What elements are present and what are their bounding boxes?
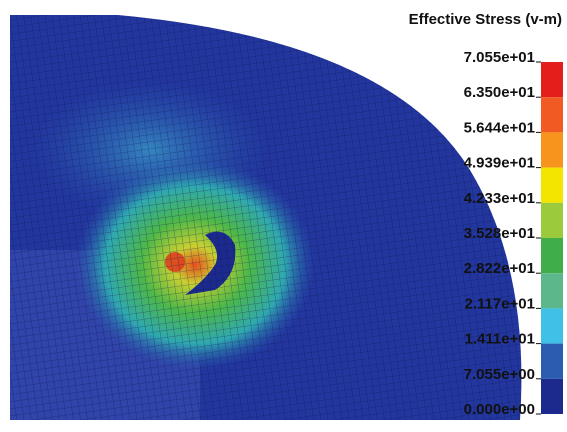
screenshot: Effective Stress (v-m) 7.055e+01 6.350e+0…: [0, 0, 567, 432]
level-label: 3.528e+01: [464, 225, 535, 242]
color-band: [541, 132, 563, 167]
color-band: [541, 238, 563, 273]
level-label: 6.350e+01: [464, 84, 535, 101]
level-label: 7.055e+00: [464, 366, 535, 383]
level-label: 5.644e+01: [464, 119, 535, 136]
level-label: 2.117e+01: [465, 295, 536, 312]
level-label: 4.233e+01: [464, 190, 535, 207]
color-band: [541, 273, 563, 308]
legend-title: Effective Stress (v-m): [409, 11, 562, 28]
color-band: [541, 97, 563, 132]
level-label: 7.055e+01: [464, 49, 535, 66]
color-band: [541, 203, 563, 238]
color-band: [541, 344, 563, 379]
page: Effective Stress (v-m) 7.055e+01 6.350e+0…: [0, 0, 567, 432]
level-label: 4.939e+01: [464, 155, 535, 172]
color-band: [541, 62, 563, 97]
level-label: 0.000e+00: [464, 401, 535, 418]
level-label: 2.822e+01: [464, 260, 535, 277]
color-band: [541, 168, 563, 203]
level-label: 1.411e+01: [465, 331, 536, 348]
color-band: [541, 379, 563, 414]
color-band: [541, 308, 563, 343]
